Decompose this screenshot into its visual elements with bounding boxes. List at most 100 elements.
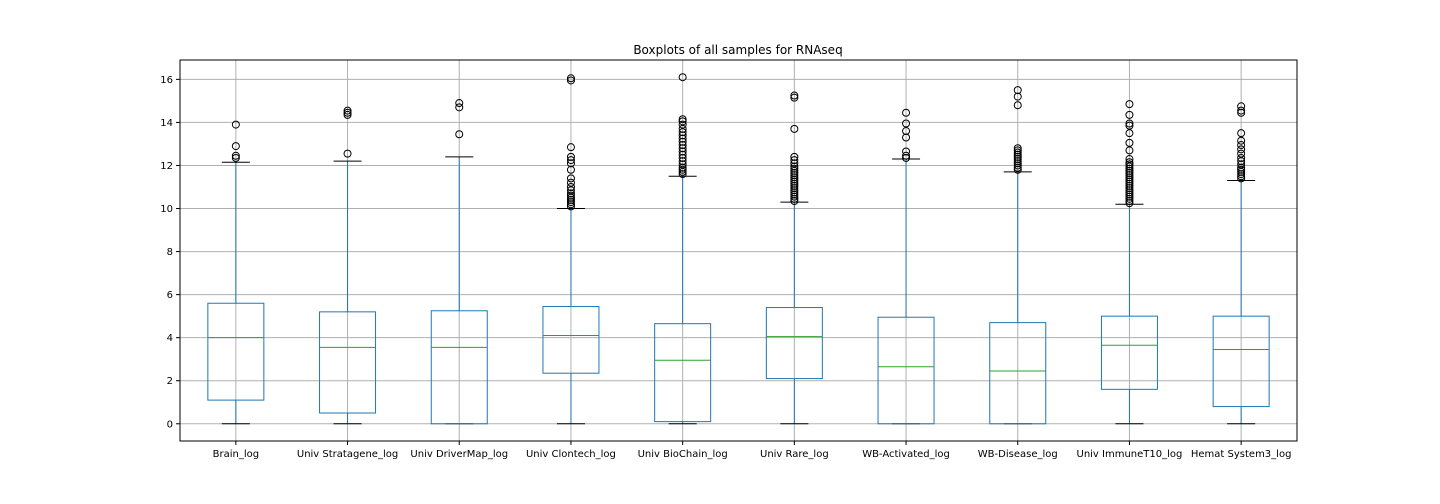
flier-point [790, 169, 799, 178]
flier-point [231, 153, 240, 162]
flier-point [455, 99, 464, 108]
y-tick-label: 4 [167, 333, 173, 344]
flier-point [790, 194, 799, 203]
flier-point [1125, 179, 1134, 188]
flier-point [1125, 155, 1134, 164]
flier-point [1237, 149, 1246, 158]
box-9 [1212, 102, 1270, 425]
flier-point [790, 164, 799, 173]
flier-point [1237, 170, 1246, 179]
box-iqr [1212, 315, 1270, 408]
flier-point [678, 124, 687, 133]
box-3 [542, 74, 600, 425]
flier-point [455, 130, 464, 139]
flier-point [790, 179, 799, 188]
flier-point [1125, 110, 1134, 119]
x-tick-label: WB-Activated_log [862, 449, 950, 460]
flier-point [1125, 164, 1134, 173]
flier-point [343, 110, 352, 119]
flier-point [902, 119, 911, 128]
flier-point [566, 186, 575, 195]
box-iqr [542, 305, 600, 374]
flier-point [566, 178, 575, 187]
flier-point [343, 108, 352, 117]
flier-point [790, 162, 799, 171]
flier-point [790, 166, 799, 175]
box-0 [207, 120, 265, 425]
y-tick-label: 10 [160, 204, 173, 215]
flier-point [1237, 141, 1246, 150]
flier-point [566, 198, 575, 207]
flier-point [566, 74, 575, 83]
flier-point [1013, 157, 1022, 166]
flier-point [902, 133, 911, 142]
flier-point [1125, 181, 1134, 190]
flier-point [678, 165, 687, 174]
flier-point [902, 147, 911, 156]
flier-point [678, 167, 687, 176]
x-tick-label: Univ Stratagene_log [297, 449, 398, 460]
flier-point [790, 156, 799, 165]
flier-point [566, 193, 575, 202]
flier-point [1125, 192, 1134, 201]
flier-point [1125, 184, 1134, 193]
flier-point [678, 144, 687, 153]
flier-point [231, 151, 240, 160]
box-iqr [877, 316, 935, 425]
x-tick-label: Univ Clontech_log [526, 449, 616, 460]
flier-point [1237, 157, 1246, 166]
flier-point [678, 160, 687, 169]
flier-point [1013, 92, 1022, 101]
flier-point [790, 91, 799, 100]
flier-point [678, 115, 687, 124]
flier-point [1125, 138, 1134, 147]
flier-point [566, 152, 575, 161]
flier-point [566, 191, 575, 200]
y-tick-label: 6 [167, 290, 173, 301]
flier-point [678, 163, 687, 172]
flier-point [1125, 186, 1134, 195]
flier-point [1125, 160, 1134, 169]
flier-point [790, 124, 799, 133]
flier-point [343, 149, 352, 158]
box-iqr [319, 311, 377, 414]
flier-point [790, 186, 799, 195]
flier-point [1013, 148, 1022, 157]
x-tick-label: Univ DriverMap_log [410, 449, 508, 460]
flier-point [1125, 119, 1134, 128]
flier-point [566, 183, 575, 191]
flier-point [678, 120, 687, 129]
flier-point [1125, 162, 1134, 171]
flier-point [1013, 146, 1022, 155]
flier-point [1237, 172, 1246, 181]
flier-point [790, 171, 799, 180]
box-4 [654, 73, 712, 425]
flier-point [790, 192, 799, 201]
y-tick-label: 14 [160, 118, 173, 129]
flier-point [566, 189, 575, 198]
flier-point [1125, 100, 1134, 109]
flier-point [790, 159, 799, 168]
y-tick-label: 0 [167, 419, 173, 430]
flier-point [343, 106, 352, 115]
flier-point [1237, 145, 1246, 154]
flier-point [790, 188, 799, 197]
flier-point [678, 141, 687, 150]
box-6 [877, 108, 935, 425]
flier-point [566, 76, 575, 85]
flier-point [1125, 190, 1134, 199]
flier-point [678, 153, 687, 162]
flier-point [1013, 101, 1022, 110]
flier-point [1237, 167, 1246, 176]
flier-point [678, 117, 687, 126]
flier-point [678, 131, 687, 140]
flier-point [231, 120, 240, 129]
flier-point [678, 73, 687, 82]
flier-point [1237, 160, 1246, 169]
flier-point [678, 170, 687, 179]
flier-point [1125, 177, 1134, 186]
y-tick-label: 12 [160, 161, 173, 172]
x-tick-label: Univ BioChain_log [638, 449, 728, 460]
box-2 [430, 99, 488, 425]
flier-point [1013, 86, 1022, 95]
